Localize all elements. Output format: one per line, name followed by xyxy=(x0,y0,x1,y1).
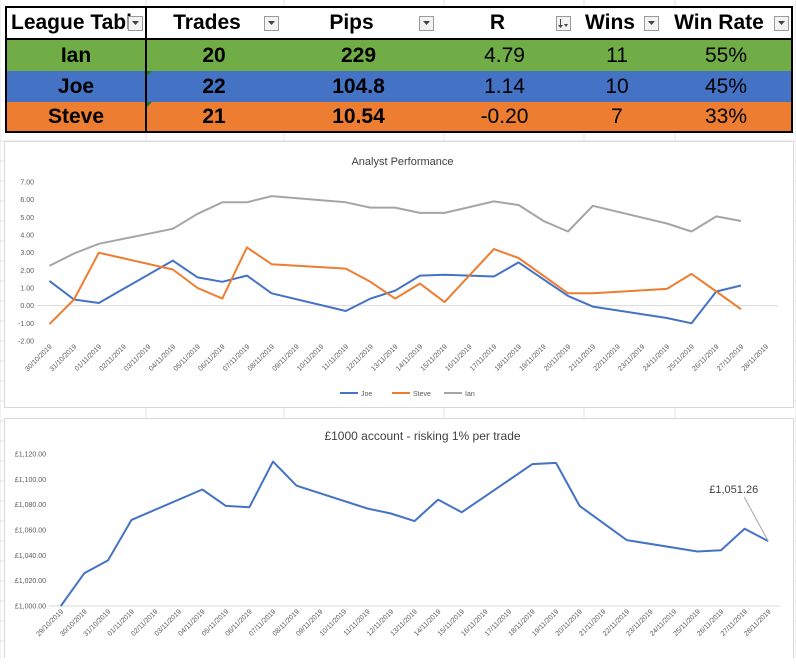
header-r: R xyxy=(436,8,573,38)
row-win-rate[interactable]: 45% xyxy=(704,74,748,98)
y-tick-label: -1.00 xyxy=(18,321,34,328)
row-wins[interactable]: 10 xyxy=(605,74,629,98)
table-row: Steve 21 10.54 -0.20 7 33% xyxy=(7,102,791,131)
y-tick-label: 7.00 xyxy=(20,180,34,187)
y-tick-label: 5.00 xyxy=(20,215,34,222)
row-trades[interactable]: 20 xyxy=(202,43,226,67)
legend-label-steve: Steve xyxy=(413,391,431,398)
header-wins-label: Wins xyxy=(585,11,635,34)
series-line-ian xyxy=(48,195,742,267)
filter-dropdown-button[interactable] xyxy=(419,16,434,31)
row-r[interactable]: 4.79 xyxy=(484,43,525,67)
y-tick-label: 0.00 xyxy=(20,303,34,310)
legend-label-ian: Ian xyxy=(465,391,475,398)
filter-dropdown-button[interactable] xyxy=(644,16,659,31)
series-line-joe xyxy=(48,259,742,325)
header-trades-label: Trades xyxy=(173,11,241,34)
y-tick-label: £1,020.00 xyxy=(15,578,46,585)
row-pips[interactable]: 104.8 xyxy=(332,74,385,98)
chart-legend: Joe Steve Ian xyxy=(340,391,475,398)
error-indicator-icon xyxy=(147,102,152,107)
y-tick-label: 3.00 xyxy=(20,250,34,257)
row-trades[interactable]: 22 xyxy=(147,71,281,102)
annotation-leader-line xyxy=(743,496,769,542)
y-tick-label: -2.00 xyxy=(18,339,34,346)
filter-dropdown-button[interactable] xyxy=(128,16,143,31)
y-tick-label: £1,100.00 xyxy=(15,477,46,484)
annotation-label: £1,051.26 xyxy=(709,484,758,496)
y-tick-label: £1,120.00 xyxy=(15,452,46,459)
legend-label-joe: Joe xyxy=(361,391,372,398)
account-balance-chart[interactable]: £1000 account - risking 1% per trade £1,0… xyxy=(4,418,794,658)
y-tick-label: £1,000.00 xyxy=(15,604,46,611)
chart-title: Analyst Performance xyxy=(351,156,453,168)
row-trades[interactable]: 21 xyxy=(147,102,281,131)
row-r[interactable]: -0.20 xyxy=(480,104,529,128)
y-tick-label: £1,080.00 xyxy=(15,502,46,509)
y-tick-label: £1,060.00 xyxy=(15,528,46,535)
row-pips[interactable]: 10.54 xyxy=(332,104,385,128)
table-row: Joe 22 104.8 1.14 10 45% xyxy=(7,71,791,102)
header-trades: Trades xyxy=(147,8,281,38)
row-wins[interactable]: 7 xyxy=(611,104,623,128)
league-table: League Tabl Trades Pips R Wins Win Rate … xyxy=(5,6,793,133)
chart-title: £1000 account - risking 1% per trade xyxy=(324,429,520,443)
row-wins[interactable]: 11 xyxy=(606,43,628,67)
row-r[interactable]: 1.14 xyxy=(484,74,525,98)
row-name[interactable]: Ian xyxy=(7,40,147,71)
x-tick-label: 28/11/2019 xyxy=(741,343,770,372)
row-pips[interactable]: 229 xyxy=(340,43,377,67)
league-table-header: League Tabl Trades Pips R Wins Win Rate xyxy=(7,8,791,40)
header-wins: Wins xyxy=(573,8,661,38)
row-win-rate[interactable]: 55% xyxy=(704,43,748,67)
header-name: League Tabl xyxy=(7,8,147,38)
analyst-performance-svg: Analyst Performance -2.00 -1.00 0.00 1.00 2.0… xyxy=(18,156,778,398)
header-name-label: League Tabl xyxy=(11,11,132,34)
row-name[interactable]: Steve xyxy=(7,102,147,131)
header-pips: Pips xyxy=(281,8,436,38)
sort-descending-button[interactable] xyxy=(556,16,571,31)
y-tick-label: 6.00 xyxy=(20,197,34,204)
y-tick-label: 4.00 xyxy=(20,233,34,240)
filter-dropdown-button[interactable] xyxy=(264,16,279,31)
error-indicator-icon xyxy=(147,71,152,76)
row-name[interactable]: Joe xyxy=(7,71,147,102)
row-win-rate[interactable]: 33% xyxy=(704,104,748,128)
table-row: Ian 20 229 4.79 11 55% xyxy=(7,40,791,71)
header-win-rate-label: Win Rate xyxy=(674,11,764,34)
y-tick-label: 2.00 xyxy=(20,268,34,275)
y-tick-label: 1.00 xyxy=(20,286,34,293)
filter-dropdown-button[interactable] xyxy=(774,16,789,31)
header-win-rate: Win Rate xyxy=(661,8,791,38)
header-pips-label: Pips xyxy=(329,11,374,34)
analyst-performance-chart[interactable]: Analyst Performance -2.00 -1.00 0.00 1.00 2.0… xyxy=(4,141,794,408)
header-r-label: R xyxy=(489,11,506,34)
account-balance-svg: £1000 account - risking 1% per trade £1,0… xyxy=(15,429,780,638)
series-line-balance xyxy=(59,460,769,607)
y-tick-label: £1,040.00 xyxy=(15,553,46,560)
series-line-steve xyxy=(48,246,742,325)
